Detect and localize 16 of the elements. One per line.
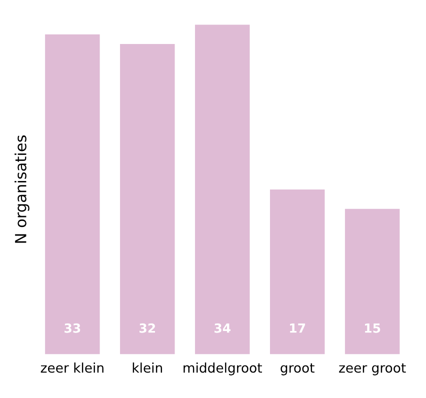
data-label: 32 <box>140 323 156 333</box>
data-label: 15 <box>365 324 380 333</box>
bar <box>195 24 250 354</box>
x-tick-label: zeer klein <box>40 362 104 373</box>
bar <box>270 189 325 354</box>
data-label: 17 <box>290 324 306 333</box>
bar <box>120 44 175 354</box>
data-label: 33 <box>64 323 80 333</box>
x-tick-label: zeer groot <box>339 363 406 376</box>
x-tick-label: groot <box>280 363 314 376</box>
bar <box>344 208 400 354</box>
x-tick-label: middelgroot <box>184 362 262 376</box>
x-tick-label: klein <box>132 362 162 373</box>
y-axis-title: N organisaties <box>14 135 30 243</box>
bar <box>45 34 100 354</box>
data-label: 34 <box>214 323 230 333</box>
